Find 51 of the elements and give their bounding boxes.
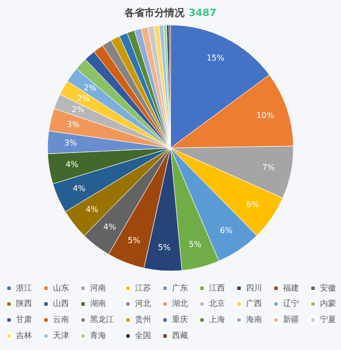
data-label: 4% bbox=[86, 205, 99, 214]
data-label: 2% bbox=[72, 105, 85, 114]
data-label: 7% bbox=[262, 163, 276, 172]
legend-label: 贵州 bbox=[135, 315, 151, 324]
legend-label: 云南 bbox=[53, 315, 69, 324]
legend-label: 新疆 bbox=[283, 315, 299, 324]
data-label: 5% bbox=[158, 242, 172, 252]
data-label: 10% bbox=[256, 110, 275, 120]
legend-label: 陕西 bbox=[16, 299, 32, 308]
legend-label: 全国 bbox=[135, 331, 151, 340]
legend-label: 重庆 bbox=[172, 315, 188, 324]
data-label: 5% bbox=[188, 240, 202, 249]
legend-label: 江西 bbox=[209, 283, 225, 292]
legend-label: 广西 bbox=[246, 299, 262, 308]
chart-title: 各省市分情况 bbox=[124, 8, 185, 19]
data-label: 3% bbox=[64, 138, 78, 148]
legend-label: 天津 bbox=[53, 331, 69, 340]
legend-label: 四川 bbox=[246, 283, 262, 292]
data-label: 4% bbox=[66, 160, 79, 170]
data-label: 6% bbox=[220, 226, 233, 236]
legend-label: 河北 bbox=[135, 299, 151, 308]
legend-label: 江苏 bbox=[135, 283, 151, 292]
legend-label: 湖北 bbox=[172, 299, 188, 308]
data-label: 4% bbox=[103, 222, 116, 232]
data-label: 2% bbox=[84, 83, 97, 92]
data-label: 4% bbox=[72, 184, 86, 193]
data-label: 5% bbox=[128, 236, 141, 246]
legend-label: 宁夏 bbox=[320, 315, 336, 324]
legend-label: 福建 bbox=[283, 283, 299, 292]
legend-label: 甘肃 bbox=[16, 315, 32, 324]
legend-label: 浙江 bbox=[16, 283, 32, 292]
legend-label: 上海 bbox=[209, 315, 225, 324]
legend-label: 辽宁 bbox=[283, 299, 299, 308]
legend-label: 广东 bbox=[172, 283, 188, 292]
legend-label: 海南 bbox=[246, 315, 262, 324]
data-label: 15% bbox=[206, 54, 225, 63]
data-label: 6% bbox=[246, 200, 260, 210]
legend-label: 黑龙江 bbox=[90, 315, 114, 324]
legend-label: 安徽 bbox=[320, 283, 336, 292]
legend-label: 内蒙 bbox=[320, 299, 336, 308]
legend-label: 北京 bbox=[209, 299, 225, 308]
legend-label: 吉林 bbox=[16, 331, 32, 340]
legend-label: 河南 bbox=[90, 283, 106, 292]
legend-label: 山西 bbox=[53, 299, 69, 308]
legend-label: 西藏 bbox=[172, 331, 188, 340]
data-label: 2% bbox=[77, 94, 90, 103]
legend-label: 湖南 bbox=[90, 299, 106, 308]
chart-subtitle: 3487 bbox=[188, 8, 216, 19]
legend-label: 山东 bbox=[53, 283, 69, 292]
legend-label: 青海 bbox=[90, 331, 106, 340]
data-label: 3% bbox=[66, 120, 80, 129]
